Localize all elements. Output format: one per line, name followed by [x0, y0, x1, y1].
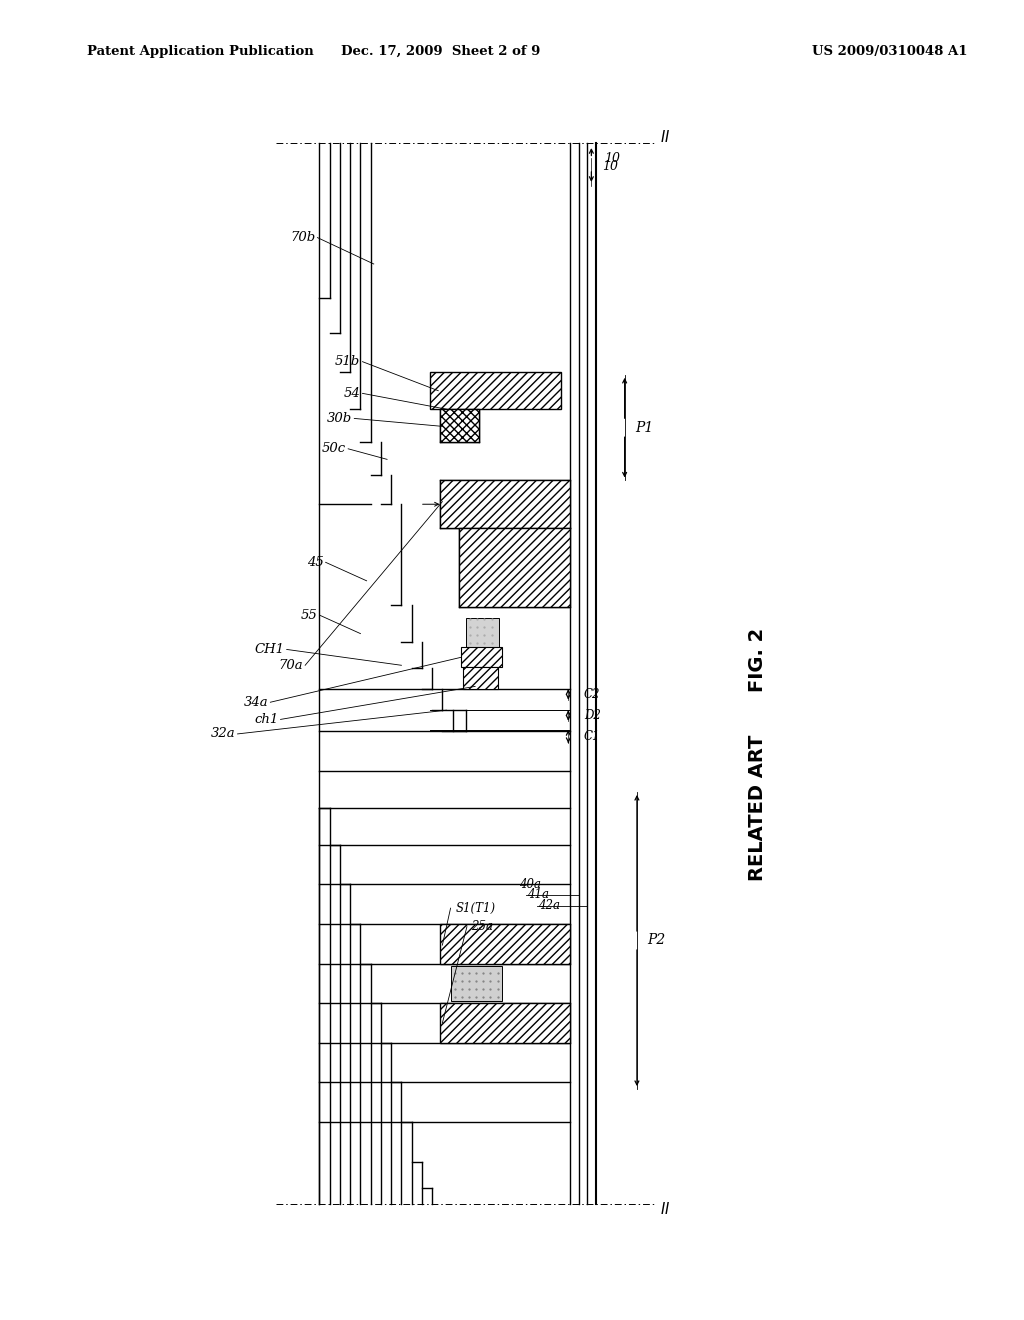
- Bar: [430, 372, 561, 409]
- Text: RELATED ART: RELATED ART: [749, 735, 767, 880]
- Bar: [463, 667, 498, 689]
- Text: 70a: 70a: [279, 659, 303, 672]
- Text: FIG. 2: FIG. 2: [749, 628, 767, 692]
- Text: P1: P1: [635, 421, 653, 434]
- Text: 41a: 41a: [527, 888, 549, 902]
- Text: Patent Application Publication: Patent Application Publication: [87, 45, 313, 58]
- Text: CH1: CH1: [255, 643, 285, 656]
- Text: C1: C1: [584, 730, 600, 743]
- Text: D2: D2: [584, 709, 600, 722]
- Text: $\mathit{II}$: $\mathit{II}$: [660, 129, 671, 145]
- Text: $\mathit{II}$: $\mathit{II}$: [660, 1201, 671, 1217]
- Text: US 2009/0310048 A1: US 2009/0310048 A1: [812, 45, 968, 58]
- Text: 34a: 34a: [244, 696, 268, 709]
- Text: P2: P2: [647, 933, 666, 948]
- Text: S1(T1): S1(T1): [456, 902, 496, 915]
- Bar: [451, 966, 502, 1001]
- Bar: [440, 1003, 570, 1043]
- Bar: [440, 409, 479, 442]
- Text: ch1: ch1: [254, 713, 279, 726]
- Text: 10: 10: [604, 152, 621, 165]
- Bar: [459, 528, 570, 607]
- Text: Dec. 17, 2009  Sheet 2 of 9: Dec. 17, 2009 Sheet 2 of 9: [341, 45, 540, 58]
- Bar: [466, 618, 499, 647]
- Text: 45: 45: [307, 556, 324, 569]
- Text: 54: 54: [344, 387, 360, 400]
- Text: 30b: 30b: [327, 412, 352, 425]
- Bar: [440, 924, 570, 964]
- Text: 70b: 70b: [290, 231, 315, 244]
- Bar: [461, 647, 502, 667]
- Bar: [440, 480, 570, 528]
- Text: 51b: 51b: [335, 355, 360, 368]
- Text: 42a: 42a: [538, 899, 559, 912]
- Text: 55: 55: [301, 609, 317, 622]
- Text: 40a: 40a: [519, 878, 541, 891]
- Text: 10: 10: [602, 160, 618, 173]
- Text: C2: C2: [584, 688, 600, 701]
- Text: 32a: 32a: [211, 727, 236, 741]
- Text: 25a: 25a: [471, 920, 493, 933]
- Text: 50c: 50c: [322, 442, 346, 455]
